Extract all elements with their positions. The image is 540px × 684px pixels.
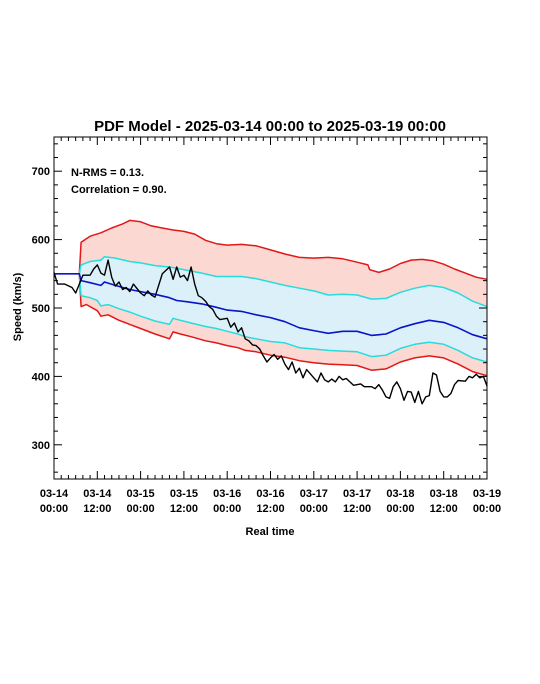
- x-axis-label: Real time: [246, 526, 295, 538]
- outer-upper-line: [54, 219, 488, 281]
- plot-area: 300 400 500 600 700: [32, 136, 488, 480]
- x-tick-date-label: 03-15: [170, 488, 198, 500]
- y-tick-label: 300: [32, 440, 50, 452]
- x-tick-time-label: 12:00: [170, 503, 198, 515]
- outer-lower-line: [54, 273, 488, 377]
- x-tick-date-label: 03-17: [343, 488, 371, 500]
- x-tick-time-label: 00:00: [300, 503, 328, 515]
- nrms-annotation: N-RMS = 0.13.: [71, 167, 144, 179]
- y-axis-label: Speed (km/s): [12, 272, 24, 341]
- x-tick-date-label: 03-14: [40, 488, 69, 500]
- x-tick-time-label: 00:00: [213, 503, 241, 515]
- y-tick-label: 400: [32, 371, 50, 383]
- x-tick-date-label: 03-15: [127, 488, 155, 500]
- inner-upper-line: [54, 255, 488, 308]
- chart-title: PDF Model - 2025-03-14 00:00 to 2025-03-…: [94, 118, 446, 135]
- x-tick-time-label: 12:00: [343, 503, 371, 515]
- x-tick-date-label: 03-17: [300, 488, 328, 500]
- x-tick-date-label: 03-16: [256, 488, 284, 500]
- inner-band-fill: [54, 256, 487, 362]
- x-tick-date-label: 03-19: [473, 488, 501, 500]
- median-line: [54, 272, 488, 340]
- x-tick-time-label: 12:00: [83, 503, 111, 515]
- x-tick-time-label: 00:00: [473, 503, 501, 515]
- x-tick-date-label: 03-18: [430, 488, 458, 500]
- inner-lower-line: [54, 273, 488, 363]
- x-tick-time-label: 00:00: [386, 503, 414, 515]
- x-tick-time-label: 00:00: [127, 503, 155, 515]
- x-tick-date-label: 03-18: [386, 488, 414, 500]
- y-tick-label: 500: [32, 303, 50, 315]
- x-tick-time-label: 00:00: [40, 503, 68, 515]
- x-tick-time-label: 12:00: [256, 503, 284, 515]
- correlation-annotation: Correlation = 0.90.: [71, 184, 167, 196]
- observed-line: [53, 259, 488, 405]
- x-tick-date-label: 03-14: [83, 488, 112, 500]
- x-tick-time-label: 12:00: [430, 503, 458, 515]
- x-tick-date-label: 03-16: [213, 488, 241, 500]
- y-tick-label: 700: [32, 166, 50, 178]
- y-tick-label: 600: [32, 235, 50, 247]
